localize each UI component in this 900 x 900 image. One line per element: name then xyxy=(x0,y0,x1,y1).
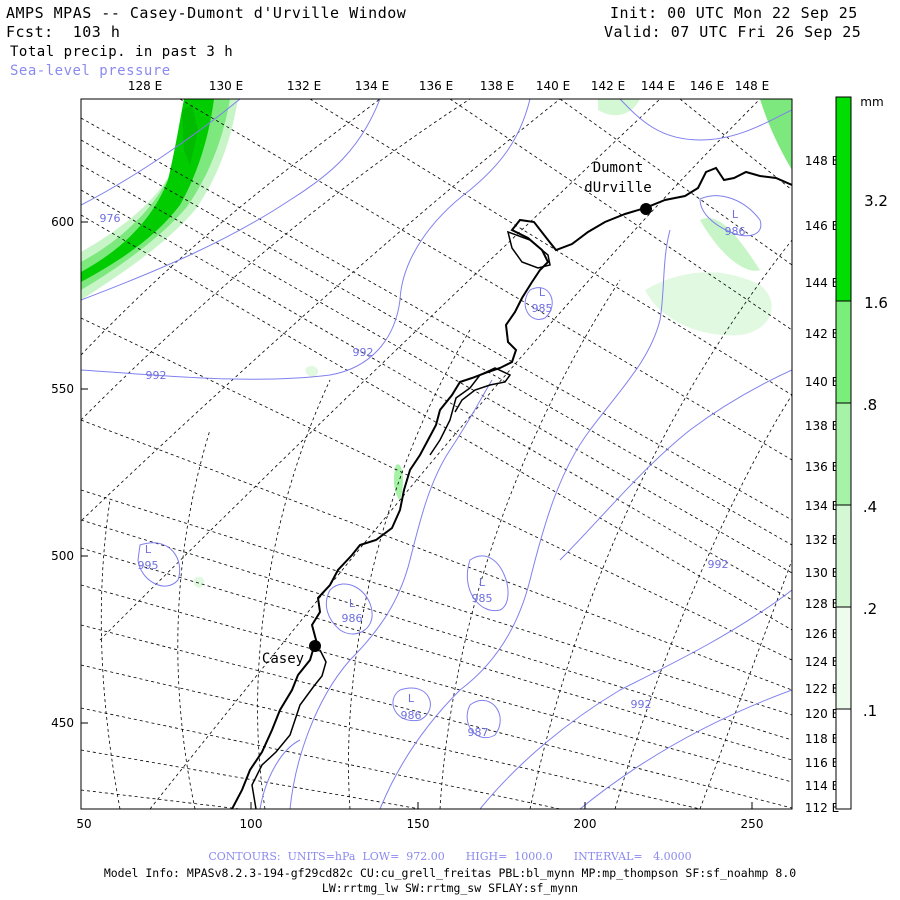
field-slp-label: Sea-level pressure xyxy=(10,63,171,79)
slp-label: 992 xyxy=(708,558,729,571)
init-time: Init: 00 UTC Mon 22 Sep 25 xyxy=(610,4,858,22)
svg-text:114 E: 114 E xyxy=(805,779,839,793)
station-dumont-label: Dumont xyxy=(593,160,644,176)
forecast-hour: Fcst: 103 h xyxy=(6,23,121,41)
precip-shading xyxy=(81,99,792,588)
slp-label: 992 xyxy=(353,346,374,359)
svg-text:122 E: 122 E xyxy=(805,682,839,696)
coastline-detail xyxy=(251,367,512,809)
legend-level: 3.2 xyxy=(864,192,888,210)
svg-text:600: 600 xyxy=(51,215,74,229)
station-dumont-durville-marker[interactable] xyxy=(640,203,652,215)
svg-text:136 E: 136 E xyxy=(805,460,839,474)
svg-text:450: 450 xyxy=(51,716,74,730)
top-lon-label: 148 E xyxy=(735,79,769,93)
slp-label: 986 xyxy=(725,225,746,238)
slp-label: 992 xyxy=(146,369,167,382)
top-lon-label: 146 E xyxy=(690,79,724,93)
slp-low-marker: L xyxy=(408,692,415,705)
svg-text:118 E: 118 E xyxy=(805,732,839,746)
svg-text:200: 200 xyxy=(574,817,597,831)
legend-swatch xyxy=(836,403,851,505)
legend-swatch xyxy=(836,505,851,607)
svg-text:124 E: 124 E xyxy=(805,655,839,669)
slp-label: 985 xyxy=(532,302,553,315)
top-lon-label: 128 E xyxy=(128,79,162,93)
svg-text:50: 50 xyxy=(76,817,91,831)
svg-text:142 E: 142 E xyxy=(805,327,839,341)
svg-text:150: 150 xyxy=(407,817,430,831)
top-lon-label: 138 E xyxy=(480,79,514,93)
slp-label: 976 xyxy=(100,212,121,225)
slp-label: 986 xyxy=(342,612,363,625)
legend-level: .8 xyxy=(863,396,877,414)
top-lon-label: 134 E xyxy=(355,79,389,93)
coastline xyxy=(231,166,792,809)
slp-low-marker: L xyxy=(145,543,152,556)
top-lon-label: 130 E xyxy=(209,79,243,93)
top-lon-label: 142 E xyxy=(591,79,625,93)
slp-low-marker: L xyxy=(539,286,546,299)
svg-text:128 E: 128 E xyxy=(805,597,839,611)
slp-label: 986 xyxy=(401,709,422,722)
svg-text:100: 100 xyxy=(240,817,263,831)
station-casey-marker[interactable] xyxy=(309,640,321,652)
legend-unit: mm xyxy=(860,95,883,109)
legend-swatch xyxy=(836,97,851,301)
legend-swatch xyxy=(836,607,851,709)
slp-label: 985 xyxy=(472,592,493,605)
top-lon-label: 132 E xyxy=(287,79,321,93)
model-info: Model Info: MPASv8.2.3-194-gf29cd82c CU:… xyxy=(103,866,797,880)
svg-text:140 E: 140 E xyxy=(805,375,839,389)
valid-time: Valid: 07 UTC Fri 26 Sep 25 xyxy=(604,23,862,41)
station-casey-label: Casey xyxy=(262,651,304,667)
svg-text:144 E: 144 E xyxy=(805,276,839,290)
graticule xyxy=(81,99,792,809)
svg-text:250: 250 xyxy=(741,817,764,831)
svg-text:138 E: 138 E xyxy=(805,419,839,433)
field-precip-label: Total precip. in past 3 h xyxy=(10,44,234,60)
slp-label: 992 xyxy=(631,698,652,711)
slp-label: 995 xyxy=(138,559,159,572)
slp-low-marker: L xyxy=(349,597,356,610)
slp-contours xyxy=(81,99,792,809)
top-lon-label: 136 E xyxy=(419,79,453,93)
svg-text:116 E: 116 E xyxy=(805,756,839,770)
station-durville-label: dUrville xyxy=(584,180,651,196)
contour-info: CONTOURS: UNITS=hPa LOW= 972.00 HIGH= 10… xyxy=(208,850,692,863)
y-axis: 600 550 500 450 xyxy=(51,215,88,730)
legend-level: .1 xyxy=(863,702,877,720)
svg-text:146 E: 146 E xyxy=(805,219,839,233)
legend-swatch xyxy=(836,709,851,809)
legend-level: .4 xyxy=(863,498,877,516)
svg-text:120 E: 120 E xyxy=(805,707,839,721)
svg-text:134 E: 134 E xyxy=(805,499,839,513)
svg-text:550: 550 xyxy=(51,382,74,396)
x-axis: 50 100 150 200 250 xyxy=(76,802,763,831)
ice-shelf-outline xyxy=(506,230,551,269)
model-info-line2: LW:rrtmg_lw SW:rrtmg_sw SFLAY:sf_mynn xyxy=(321,881,579,895)
top-lon-label: 144 E xyxy=(641,79,675,93)
slp-low-marker: L xyxy=(479,576,486,589)
plot-frame xyxy=(80,98,793,810)
svg-text:130 E: 130 E xyxy=(805,566,839,580)
svg-text:148 E: 148 E xyxy=(805,154,839,168)
right-lon-labels: 148 E 146 E 144 E 142 E 140 E 138 E 136 … xyxy=(805,154,839,815)
slp-low-marker: L xyxy=(732,208,739,221)
svg-text:112 E: 112 E xyxy=(805,801,839,815)
legend-swatch xyxy=(836,301,851,403)
svg-text:500: 500 xyxy=(51,549,74,563)
slp-label: 987 xyxy=(468,726,489,739)
legend-level: 1.6 xyxy=(864,294,888,312)
legend-level: .2 xyxy=(863,600,877,618)
svg-text:132 E: 132 E xyxy=(805,533,839,547)
top-lon-label: 140 E xyxy=(536,79,570,93)
svg-text:126 E: 126 E xyxy=(805,627,839,641)
precip-legend: mm 3.2 1.6 .8 .4 .2 .1 xyxy=(835,95,888,810)
plot-title: AMPS MPAS -- Casey-Dumont d'Urville Wind… xyxy=(6,4,407,22)
